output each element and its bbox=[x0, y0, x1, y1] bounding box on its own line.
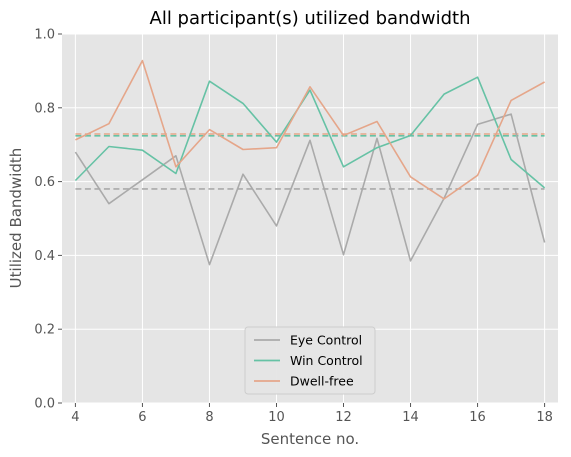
x-tick-label: 16 bbox=[469, 410, 486, 425]
series-lines bbox=[74, 59, 546, 266]
y-tick-label: 0.6 bbox=[34, 175, 55, 190]
x-tick-label: 4 bbox=[71, 410, 79, 425]
x-tick-label: 10 bbox=[268, 410, 285, 425]
x-axis-ticks: 4 6 8 10 12 14 16 18 bbox=[71, 403, 553, 425]
mean-lines bbox=[75, 133, 545, 190]
legend: Eye Control Win Control Dwell-free bbox=[244, 326, 376, 395]
chart-title: All participant(s) utilized bandwidth bbox=[150, 8, 471, 29]
y-tick-label: 0.8 bbox=[34, 101, 55, 116]
legend-label: Eye Control bbox=[290, 333, 362, 348]
legend-box bbox=[244, 326, 376, 395]
x-tick-label: 6 bbox=[138, 410, 146, 425]
y-tick-label: 1.0 bbox=[34, 28, 55, 43]
y-axis-ticks: 0.0 0.2 0.4 0.6 0.8 1.0 bbox=[34, 28, 62, 412]
y-axis-label: Utilized Bandwidth bbox=[7, 148, 25, 289]
x-axis-label: Sentence no. bbox=[261, 430, 359, 448]
series-line bbox=[74, 76, 546, 189]
series-line bbox=[75, 59, 545, 200]
x-tick-label: 18 bbox=[536, 410, 553, 425]
x-tick-label: 8 bbox=[205, 410, 213, 425]
y-tick-label: 0.4 bbox=[34, 249, 55, 264]
x-tick-label: 12 bbox=[335, 410, 352, 425]
y-tick-label: 0.0 bbox=[34, 397, 55, 412]
y-tick-label: 0.2 bbox=[34, 323, 55, 338]
series-line bbox=[74, 113, 546, 266]
legend-label: Dwell-free bbox=[290, 374, 354, 389]
legend-label: Win Control bbox=[290, 353, 363, 368]
x-tick-label: 14 bbox=[402, 410, 419, 425]
